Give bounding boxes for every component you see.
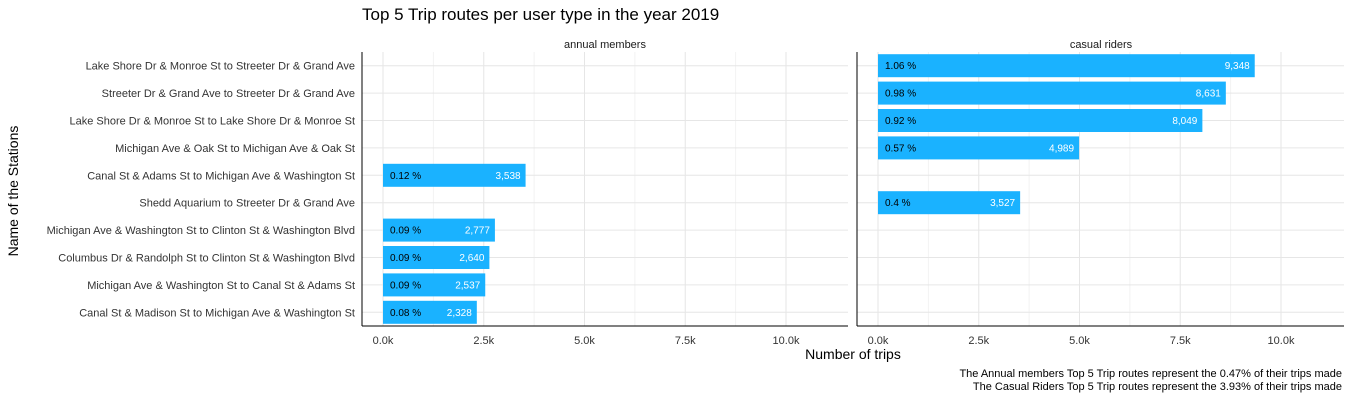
x-axis-title: Number of trips bbox=[805, 346, 901, 362]
y-tick-label: Canal St & Madison St to Michigan Ave & … bbox=[79, 307, 355, 319]
bar-casual-riders-shedd-aquarium-to-streeter-dr-grand-ave-percent-label: 0.4 % bbox=[885, 198, 911, 209]
bar-annual-members-canal-st-adams-st-to-michigan-ave-washington-st-value-label: 3,538 bbox=[496, 171, 521, 182]
caption-casual-riders: The Casual Riders Top 5 Trip routes repr… bbox=[973, 381, 1342, 393]
bar-annual-members-michigan-ave-washington-st-to-canal-st-adams-st-value-label: 2,537 bbox=[455, 280, 480, 291]
bar-annual-members-canal-st-madison-st-to-michigan-ave-washington-st-percent-label: 0.08 % bbox=[390, 308, 421, 319]
bar-annual-members-columbus-dr-randolph-st-to-clinton-st-washington-blvd bbox=[383, 246, 490, 269]
x-tick-label: 2.5k bbox=[968, 335, 989, 347]
x-tick-label: 5.0k bbox=[574, 335, 595, 347]
bar-annual-members-columbus-dr-randolph-st-to-clinton-st-washington-blvd-value-label: 2,640 bbox=[459, 253, 484, 264]
bar-casual-riders-streeter-dr-grand-ave-to-streeter-dr-grand-ave-value-label: 8,631 bbox=[1196, 89, 1221, 100]
caption-annual-members: The Annual members Top 5 Trip routes rep… bbox=[959, 368, 1342, 380]
chart-title: Top 5 Trip routes per user type in the y… bbox=[362, 5, 719, 24]
y-tick-label: Shedd Aquarium to Streeter Dr & Grand Av… bbox=[139, 198, 355, 210]
bar-annual-members-canal-st-madison-st-to-michigan-ave-washington-st bbox=[383, 300, 477, 324]
bar-annual-members-columbus-dr-randolph-st-to-clinton-st-washington-blvd-percent-label: 0.09 % bbox=[390, 253, 421, 264]
y-tick-label: Canal St & Adams St to Michigan Ave & Wa… bbox=[87, 170, 355, 182]
bar-annual-members-canal-st-madison-st-to-michigan-ave-washington-st-value-label: 2,328 bbox=[447, 308, 472, 319]
y-tick-label: Lake Shore Dr & Monroe St to Streeter Dr… bbox=[86, 61, 355, 73]
y-tick-label: Columbus Dr & Randolph St to Clinton St … bbox=[58, 253, 355, 265]
x-tick-label: 10.0k bbox=[773, 335, 800, 347]
bar-annual-members-michigan-ave-washington-st-to-clinton-st-washington-blvd bbox=[383, 218, 495, 242]
bar-casual-riders-lake-shore-dr-monroe-st-to-streeter-dr-grand-ave-percent-label: 1.06 % bbox=[885, 61, 916, 72]
bar-annual-members-michigan-ave-washington-st-to-clinton-st-washington-blvd-percent-label: 0.09 % bbox=[390, 226, 421, 237]
bar-casual-riders-lake-shore-dr-monroe-st-to-streeter-dr-grand-ave bbox=[878, 54, 1255, 78]
bar-annual-members-canal-st-adams-st-to-michigan-ave-washington-st-percent-label: 0.12 % bbox=[390, 171, 421, 182]
y-tick-label: Michigan Ave & Oak St to Michigan Ave & … bbox=[115, 143, 355, 155]
bar-annual-members-michigan-ave-washington-st-to-canal-st-adams-st-percent-label: 0.09 % bbox=[390, 280, 421, 291]
x-tick-label: 7.5k bbox=[1170, 335, 1191, 347]
bar-casual-riders-lake-shore-dr-monroe-st-to-lake-shore-dr-monroe-st-value-label: 8,049 bbox=[1172, 116, 1197, 127]
bar-casual-riders-michigan-ave-oak-st-to-michigan-ave-oak-st-value-label: 4,989 bbox=[1049, 143, 1074, 154]
x-tick-label: 5.0k bbox=[1069, 335, 1090, 347]
bar-casual-riders-lake-shore-dr-monroe-st-to-lake-shore-dr-monroe-st bbox=[878, 109, 1203, 132]
bar-casual-riders-shedd-aquarium-to-streeter-dr-grand-ave bbox=[878, 191, 1021, 215]
bar-casual-riders-lake-shore-dr-monroe-st-to-streeter-dr-grand-ave-value-label: 9,348 bbox=[1225, 61, 1250, 72]
panel-strip-annual-members: annual members bbox=[564, 39, 646, 51]
bar-annual-members-michigan-ave-washington-st-to-canal-st-adams-st bbox=[383, 273, 486, 297]
y-axis-labels: Lake Shore Dr & Monroe St to Streeter Dr… bbox=[47, 61, 355, 320]
x-axis-ticks: 0.0k 2.5k 5.0k 7.5k 10.0k 0.0k 2.5k 5.0k 7.5k 10.… bbox=[373, 335, 1295, 347]
x-tick-label: 10.0k bbox=[1268, 335, 1295, 347]
x-tick-label: 0.0k bbox=[373, 335, 394, 347]
bar-casual-riders-lake-shore-dr-monroe-st-to-lake-shore-dr-monroe-st-percent-label: 0.92 % bbox=[885, 116, 916, 127]
x-tick-label: 7.5k bbox=[675, 335, 696, 347]
bar-casual-riders-streeter-dr-grand-ave-to-streeter-dr-grand-ave bbox=[878, 81, 1226, 105]
bar-casual-riders-michigan-ave-oak-st-to-michigan-ave-oak-st-percent-label: 0.57 % bbox=[885, 143, 916, 154]
x-tick-label: 0.0k bbox=[868, 335, 889, 347]
bar-annual-members-michigan-ave-washington-st-to-clinton-st-washington-blvd-value-label: 2,777 bbox=[465, 226, 490, 237]
y-tick-label: Michigan Ave & Washington St to Canal St… bbox=[87, 280, 355, 292]
bars-layer: 0.12 % 3,538 0.09 % 2,777 0.09 % 2,640 0.09 % 2… bbox=[383, 54, 1255, 324]
y-axis-title: Name of the Stations bbox=[5, 126, 21, 257]
panel-strip-casual-riders: casual riders bbox=[1070, 39, 1133, 51]
bar-annual-members-canal-st-adams-st-to-michigan-ave-washington-st bbox=[383, 163, 526, 187]
bar-casual-riders-michigan-ave-oak-st-to-michigan-ave-oak-st bbox=[878, 136, 1080, 160]
bar-casual-riders-streeter-dr-grand-ave-to-streeter-dr-grand-ave-percent-label: 0.98 % bbox=[885, 89, 916, 100]
y-tick-label: Michigan Ave & Washington St to Clinton … bbox=[47, 225, 355, 237]
y-tick-label: Lake Shore Dr & Monroe St to Lake Shore … bbox=[69, 116, 355, 128]
bar-casual-riders-shedd-aquarium-to-streeter-dr-grand-ave-value-label: 3,527 bbox=[990, 198, 1015, 209]
x-tick-label: 2.5k bbox=[473, 335, 494, 347]
y-tick-label: Streeter Dr & Grand Ave to Streeter Dr &… bbox=[102, 88, 355, 100]
